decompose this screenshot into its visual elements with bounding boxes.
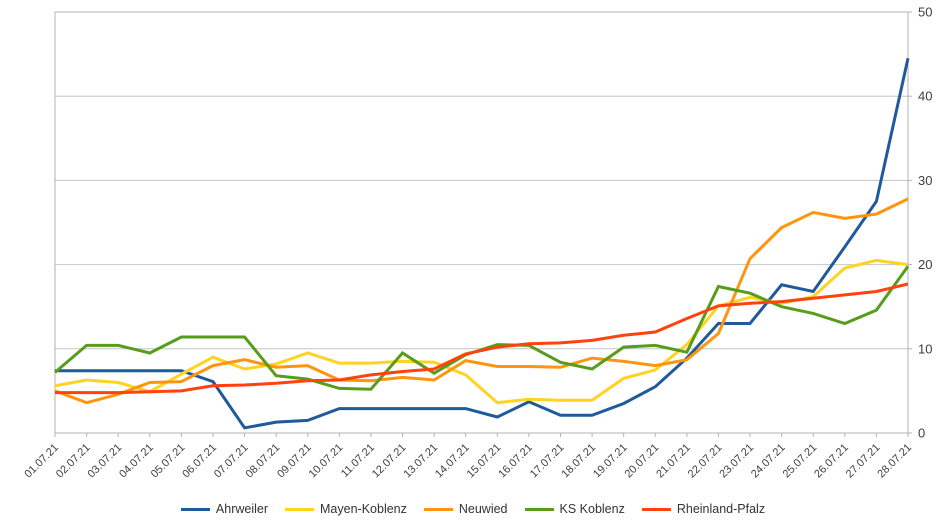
legend-item-ks-koblenz: KS Koblenz [524,502,625,516]
legend-line-swatch [524,507,554,511]
plot-border [54,11,909,434]
legend-item-ahrweiler: Ahrweiler [180,502,269,516]
chart-legend: Ahrweiler Mayen-Koblenz Neuwied KS Koblenz R… [0,502,946,516]
series-line-ahrweiler [55,57,910,430]
legend-label: KS Koblenz [559,502,625,516]
legend-label: Mayen-Koblenz [320,502,407,516]
x-axis-label: 28.07.21 [875,442,914,481]
y-axis-label: 0 [918,426,925,441]
legend-label: Neuwied [458,502,508,516]
legend-line-swatch [423,507,453,511]
series-line-rheinland-pfalz [55,282,909,395]
y-axis-label: 40 [918,89,932,104]
legend-item-neuwied: Neuwied [423,502,508,516]
series-line-neuwied [54,197,909,405]
y-axis-label: 50 [918,5,932,20]
y-axis-label: 10 [918,341,932,356]
legend-label: Rheinland-Pfalz [676,502,766,516]
x-axis-label: 10.07.21 [307,442,346,481]
legend-line-swatch [180,507,210,511]
y-axis-label: 20 [918,257,932,272]
y-axis-label: 30 [918,173,932,188]
legend-line-swatch [285,507,315,511]
legend-line-swatch [641,507,671,511]
legend-item-mayen-koblenz: Mayen-Koblenz [285,502,407,516]
legend-label: Ahrweiler [215,502,269,516]
legend-item-rheinland-pfalz: Rheinland-Pfalz [641,502,766,516]
